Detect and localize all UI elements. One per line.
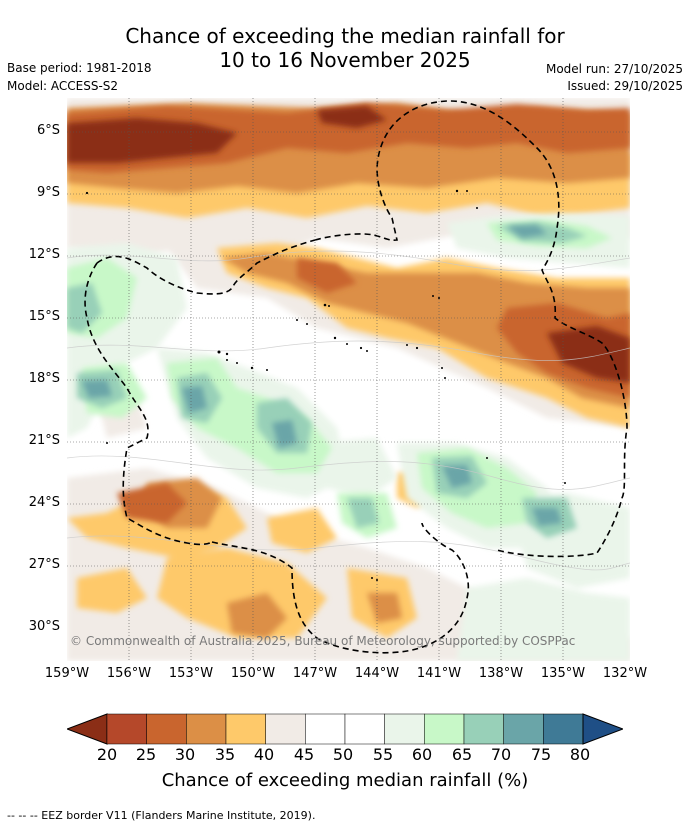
- model-run-label: Model run: 27/10/2025: [545, 62, 683, 76]
- colorbar-scale: [65, 713, 625, 745]
- colorbar-label: Chance of exceeding median rainfall (%): [161, 770, 529, 791]
- lat-tick-18s: 18°S: [28, 371, 60, 386]
- title-line-2: 10 to 16 November 2025: [219, 48, 471, 72]
- rainfall-field-teal: [82, 225, 562, 526]
- colorbar-tick-70: 70: [490, 745, 512, 764]
- model-label: Model: ACCESS-S2: [7, 79, 119, 93]
- colorbar-segment: [265, 713, 306, 745]
- colorbar-segment: [146, 713, 187, 745]
- colorbar-segment: [424, 713, 465, 745]
- map-title: Chance of exceeding the median rainfall …: [0, 24, 690, 72]
- eez-borders: [84, 100, 628, 654]
- colorbar-tick-60: 60: [411, 745, 433, 764]
- island-markers: [85, 189, 566, 581]
- lon-tick-132w: 132°W: [602, 666, 648, 681]
- lat-tick-21s: 21°S: [28, 433, 60, 448]
- colorbar-tick-40: 40: [253, 745, 275, 764]
- colorbar: [65, 713, 625, 745]
- colorbar-tick-20: 20: [96, 745, 118, 764]
- base-period-label: Base period: 1981-2018: [7, 61, 152, 75]
- colorbar-segment: [186, 713, 227, 745]
- lat-tick-6s: 6°S: [36, 123, 60, 138]
- colorbar-segment: [463, 713, 504, 745]
- lon-tick-156w: 156°W: [106, 666, 152, 681]
- issued-label: Issued: 29/10/2025: [567, 79, 683, 93]
- lon-tick-147w: 147°W: [292, 666, 338, 681]
- lat-tick-24s: 24°S: [28, 495, 60, 510]
- lat-tick-12s: 12°S: [28, 247, 60, 262]
- lat-tick-15s: 15°S: [28, 309, 60, 324]
- lon-tick-150w: 150°W: [230, 666, 276, 681]
- lon-tick-159w: 159°W: [44, 666, 90, 681]
- rainfall-map-canvas: [67, 98, 630, 661]
- colorbar-segment: [543, 713, 584, 745]
- colorbar-tick-35: 35: [214, 745, 236, 764]
- colorbar-tick-30: 30: [174, 745, 196, 764]
- rainfall-map: [67, 98, 630, 661]
- lon-tick-141w: 141°W: [416, 666, 462, 681]
- eez-footnote: -- -- -- EEZ border V11 (Flanders Marine…: [7, 809, 316, 822]
- colorbar-tick-80: 80: [569, 745, 591, 764]
- lat-tick-9s: 9°S: [36, 185, 60, 200]
- colorbar-extend-high: [582, 713, 625, 745]
- lon-tick-153w: 153°W: [168, 666, 214, 681]
- colorbar-tick-45: 45: [293, 745, 315, 764]
- colorbar-segment: [384, 713, 425, 745]
- colorbar-tick-75: 75: [530, 745, 552, 764]
- lon-tick-138w: 138°W: [478, 666, 524, 681]
- colorbar-tick-50: 50: [332, 745, 354, 764]
- lon-tick-135w: 135°W: [540, 666, 586, 681]
- copyright-notice: © Commonwealth of Australia 2025, Bureau…: [70, 634, 576, 648]
- rainfall-field-dark-orange: [67, 106, 630, 383]
- lat-tick-30s: 30°S: [28, 619, 60, 634]
- colorbar-segment: [344, 713, 385, 745]
- lat-tick-27s: 27°S: [28, 557, 60, 572]
- title-line-1: Chance of exceeding the median rainfall …: [125, 24, 565, 48]
- colorbar-tick-55: 55: [372, 745, 394, 764]
- colorbar-segment: [106, 713, 147, 745]
- colorbar-extend-low: [65, 713, 108, 745]
- grid-lines: [67, 98, 630, 661]
- colorbar-tick-25: 25: [135, 745, 157, 764]
- colorbar-segment: [503, 713, 544, 745]
- lon-tick-144w: 144°W: [354, 666, 400, 681]
- colorbar-tick-65: 65: [451, 745, 473, 764]
- colorbar-segment: [225, 713, 266, 745]
- colorbar-segment: [305, 713, 346, 745]
